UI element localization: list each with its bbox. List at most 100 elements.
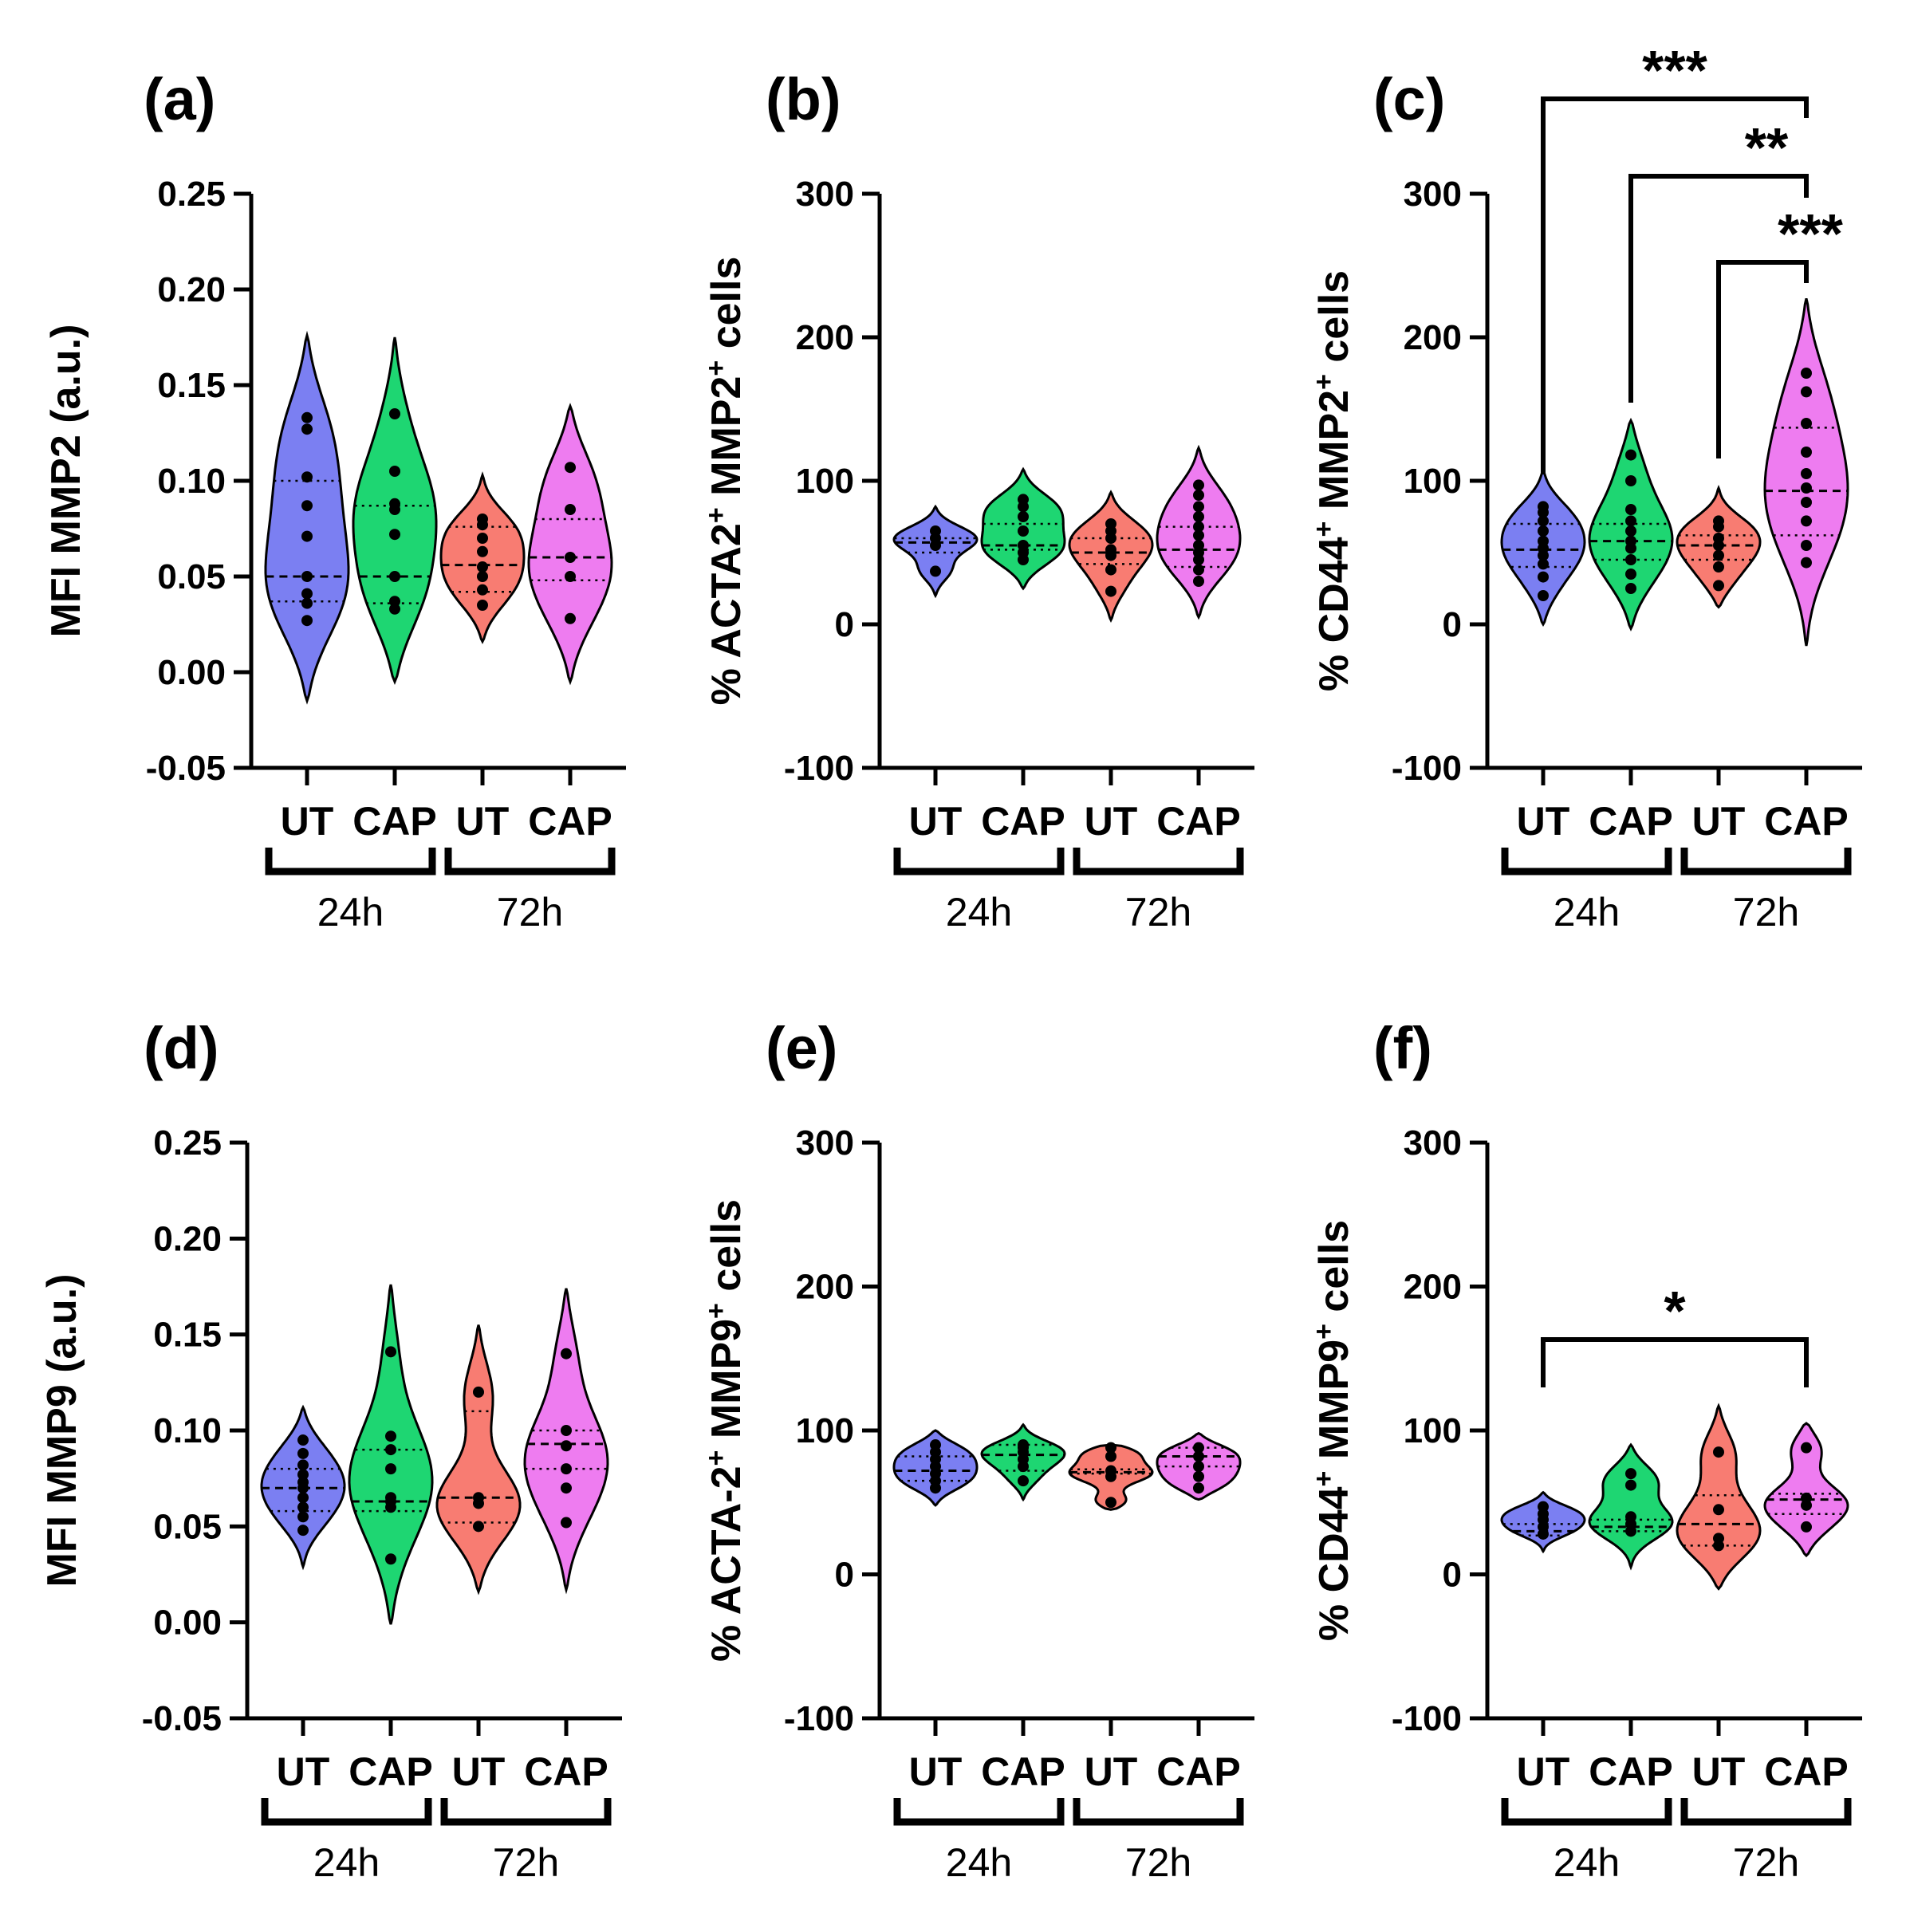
data-point bbox=[477, 600, 488, 611]
data-point bbox=[301, 500, 313, 512]
data-point bbox=[385, 1492, 396, 1504]
data-point bbox=[301, 423, 313, 435]
y-tick-label: 200 bbox=[796, 318, 854, 357]
data-point bbox=[1105, 1442, 1116, 1454]
data-point bbox=[565, 552, 576, 563]
data-point bbox=[297, 1459, 309, 1471]
x-group-label: UT bbox=[1692, 1749, 1746, 1794]
timepoint-label: 72h bbox=[1125, 1840, 1191, 1885]
data-point bbox=[1713, 533, 1724, 544]
data-point bbox=[1801, 1442, 1812, 1454]
data-point bbox=[389, 571, 400, 582]
violin-1 bbox=[980, 466, 1066, 591]
data-point bbox=[1538, 1501, 1549, 1513]
y-tick-label: 300 bbox=[1404, 1123, 1462, 1163]
data-point bbox=[1538, 590, 1549, 601]
y-tick-label: 0.15 bbox=[157, 366, 226, 405]
y-tick-label: 100 bbox=[1404, 1411, 1462, 1450]
violin-3 bbox=[527, 403, 613, 686]
timepoint-label: 24h bbox=[946, 1840, 1012, 1885]
violin-0 bbox=[1500, 468, 1586, 628]
data-point bbox=[297, 1492, 309, 1504]
data-point bbox=[1105, 1497, 1116, 1509]
timepoint-bracket bbox=[261, 1798, 432, 1826]
data-point bbox=[1625, 535, 1636, 547]
violin-1 bbox=[348, 1284, 434, 1625]
data-point bbox=[297, 1511, 309, 1523]
data-point bbox=[477, 513, 488, 525]
data-point bbox=[1801, 368, 1812, 379]
panel-b: (b) 300 200 100 0 -100 % ACTA2+ MMP2+ cells UT C… bbox=[701, 66, 1254, 935]
y-tick-label: -100 bbox=[784, 1699, 854, 1738]
data-point bbox=[389, 498, 400, 510]
significance-bracket bbox=[1541, 96, 1809, 474]
violin-3 bbox=[1763, 298, 1849, 647]
violin-1 bbox=[1588, 417, 1674, 632]
y-tick-label: 300 bbox=[796, 1123, 854, 1163]
x-group-label: CAP bbox=[524, 1749, 608, 1794]
x-group-label: CAP bbox=[349, 1749, 433, 1794]
violin-3 bbox=[523, 1288, 609, 1595]
data-point bbox=[1713, 580, 1724, 592]
data-point bbox=[1713, 1446, 1724, 1458]
timepoint-bracket bbox=[1073, 1798, 1244, 1826]
data-point bbox=[1801, 557, 1812, 569]
violin-shape bbox=[264, 330, 350, 705]
y-tick-label: 200 bbox=[1404, 318, 1462, 357]
data-point bbox=[561, 1348, 572, 1359]
data-point bbox=[1801, 1521, 1812, 1533]
data-point bbox=[301, 471, 313, 483]
data-point bbox=[1193, 1470, 1204, 1482]
x-group-label: UT bbox=[1692, 799, 1746, 844]
y-tick-label: 100 bbox=[796, 462, 854, 501]
timepoint-bracket bbox=[1073, 848, 1244, 875]
data-point bbox=[1801, 1492, 1812, 1504]
data-point bbox=[1193, 576, 1204, 587]
y-axis-label: % ACTA-2+ MMP9+ cells bbox=[701, 1199, 750, 1662]
data-point bbox=[1801, 482, 1812, 494]
timepoint-label: 24h bbox=[946, 890, 1012, 935]
data-point bbox=[477, 545, 488, 557]
x-group-label: UT bbox=[1517, 799, 1570, 844]
y-tick-label: 200 bbox=[1404, 1268, 1462, 1307]
data-point bbox=[1193, 564, 1204, 576]
timepoint-bracket bbox=[893, 1798, 1065, 1826]
data-point bbox=[1193, 511, 1204, 522]
data-point bbox=[1713, 1533, 1724, 1544]
data-point bbox=[477, 584, 488, 596]
y-tick-label: 0.00 bbox=[157, 653, 226, 692]
data-point bbox=[1538, 558, 1549, 570]
significance-bracket bbox=[1541, 1337, 1809, 1387]
data-point bbox=[1193, 1442, 1204, 1454]
significance-bracket bbox=[1628, 174, 1809, 403]
data-point bbox=[1801, 497, 1812, 508]
data-point bbox=[561, 1482, 572, 1494]
panel-e: (e) 300 200 100 0 -100 % ACTA-2+ MMP9+ cells UT… bbox=[701, 1015, 1254, 1885]
y-axis-label: MFI MMP9 (a.u.) bbox=[39, 1274, 85, 1588]
y-tick-label: 0.25 bbox=[157, 175, 226, 214]
violin-shape bbox=[1763, 1422, 1849, 1558]
violin-2 bbox=[435, 1324, 522, 1596]
data-point bbox=[1193, 1450, 1204, 1462]
data-point bbox=[1018, 494, 1029, 506]
data-point bbox=[1105, 1465, 1116, 1477]
timepoint-bracket bbox=[440, 1798, 612, 1826]
timepoint-label: 24h bbox=[1554, 890, 1620, 935]
data-point bbox=[1105, 544, 1116, 556]
data-point bbox=[1193, 501, 1204, 513]
data-point bbox=[1625, 515, 1636, 527]
data-point bbox=[389, 408, 400, 419]
violin-1 bbox=[1588, 1442, 1674, 1571]
x-group-label: CAP bbox=[1764, 799, 1849, 844]
data-point bbox=[385, 1463, 396, 1475]
data-point bbox=[301, 530, 313, 542]
data-point bbox=[297, 1469, 309, 1481]
violin-2 bbox=[1068, 1442, 1154, 1511]
significance-label: * bbox=[1664, 1280, 1686, 1342]
x-group-label: UT bbox=[909, 799, 963, 844]
data-point bbox=[1625, 1511, 1636, 1523]
data-point bbox=[561, 1517, 572, 1529]
data-point bbox=[473, 1386, 484, 1398]
violin-3 bbox=[1156, 444, 1242, 620]
violin-1 bbox=[352, 336, 438, 686]
